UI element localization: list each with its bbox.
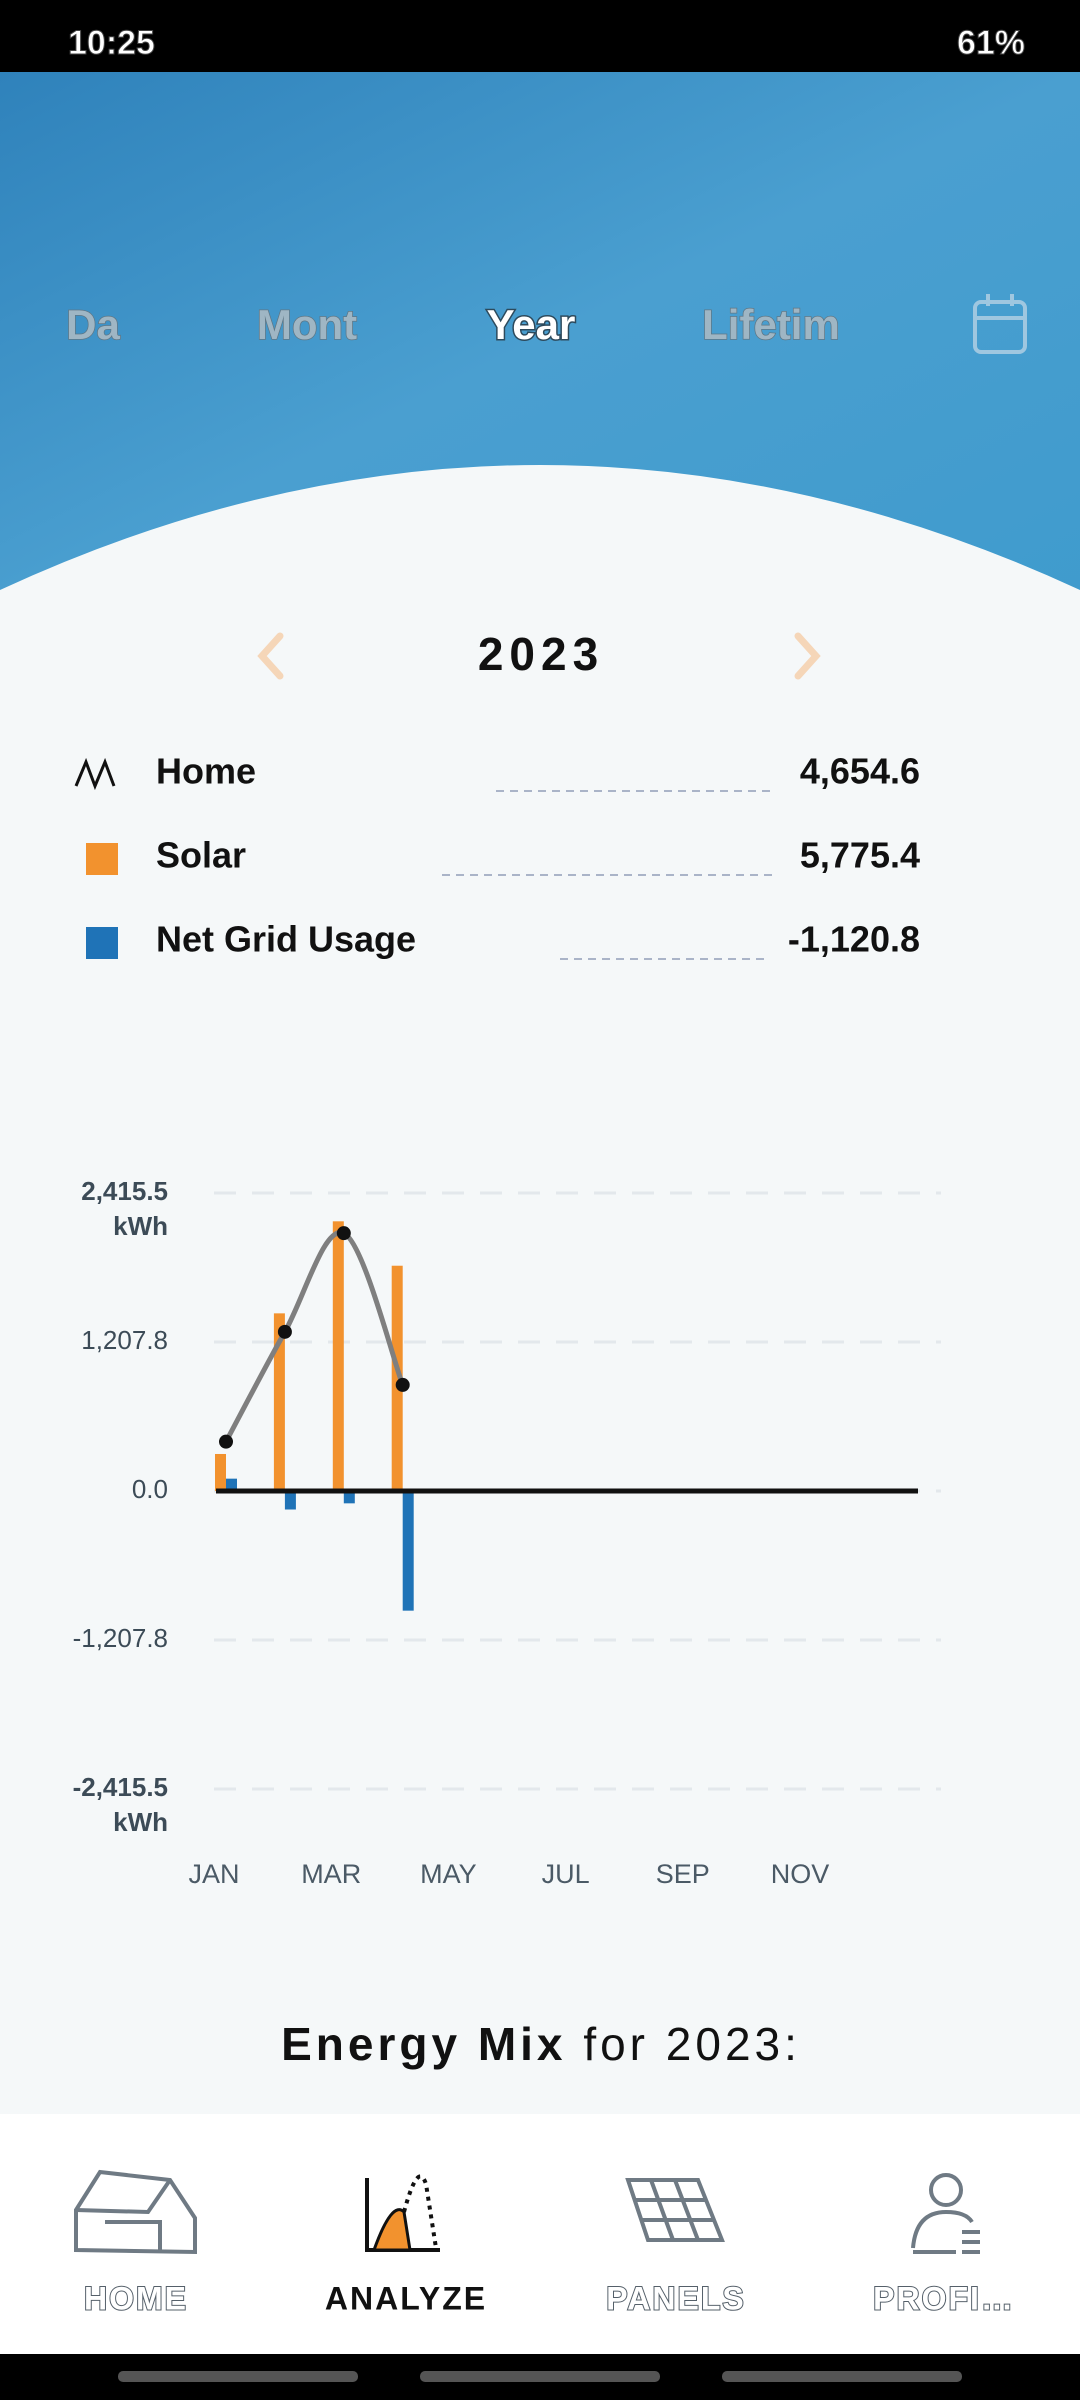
legend-total: 4,654.6 <box>800 751 920 792</box>
x-tick-label: MAR <box>301 1859 361 1889</box>
next-button[interactable] <box>794 632 821 680</box>
tab-month[interactable]: Mont <box>256 300 358 349</box>
period: 2023 <box>478 628 604 680</box>
bar <box>332 1221 344 1491</box>
legend-label: Solar <box>156 835 246 876</box>
y-unit: kWh <box>113 1211 168 1241</box>
calendar-button[interactable] <box>973 294 1027 354</box>
legend-icon <box>74 757 116 791</box>
x-tick-label: JUL <box>542 1859 590 1889</box>
nav-home[interactable]: HOME <box>83 2279 188 2317</box>
nav-profile[interactable]: PROFI… <box>872 2279 1015 2317</box>
home-point <box>395 1377 410 1392</box>
legend-label: Home <box>156 751 256 792</box>
y-tick-label: 2,415.5 <box>81 1176 168 1206</box>
nav-panels[interactable]: PANELS <box>605 2279 745 2317</box>
bar <box>226 1478 237 1491</box>
bar <box>215 1453 226 1491</box>
home-point <box>219 1434 233 1449</box>
y-tick-label: -1,207.8 <box>73 1623 168 1653</box>
analyze-icon <box>365 2174 440 2252</box>
energy-mix-heading: Energy Mix for 2023: <box>281 2018 801 2070</box>
battery: 61% <box>957 24 1025 62</box>
legend-icon <box>86 927 118 959</box>
bottom-nav <box>0 2114 1080 2354</box>
y-unit: kWh <box>113 1807 168 1837</box>
handle <box>118 2371 358 2382</box>
tab-day[interactable]: Da <box>65 300 121 349</box>
legend-total: 5,775.4 <box>800 835 920 876</box>
legend-label: Net Grid Usage <box>156 919 416 960</box>
x-tick-label: NOV <box>771 1859 830 1889</box>
home-point <box>336 1226 351 1241</box>
status-bar <box>0 0 1080 72</box>
clock: 10:25 <box>68 24 155 62</box>
x-tick-label: SEP <box>656 1859 710 1889</box>
nav-analyze[interactable]: ANALYZE <box>325 2280 487 2316</box>
home-point <box>277 1324 292 1339</box>
energy-mix-bold: Energy Mix <box>281 2018 566 2070</box>
home-icon <box>74 2169 197 2255</box>
handle <box>722 2371 962 2382</box>
energy-mix-rest: for 2023: <box>583 2018 801 2070</box>
panels-icon <box>625 2178 725 2242</box>
y-tick-label: 0.0 <box>132 1474 168 1504</box>
handle <box>420 2371 660 2382</box>
legend-total: -1,120.8 <box>788 919 920 960</box>
bar <box>402 1491 414 1611</box>
bar <box>391 1265 403 1491</box>
x-tick-label: JAN <box>188 1859 239 1889</box>
bar <box>284 1491 296 1510</box>
bar <box>273 1313 285 1491</box>
home-line <box>223 1230 406 1443</box>
profile-icon <box>911 2173 980 2254</box>
tab-year[interactable]: Year <box>485 300 577 350</box>
header-curve <box>0 465 1080 612</box>
previous-button[interactable] <box>257 632 284 680</box>
y-tick-label: 1,207.8 <box>81 1325 168 1355</box>
legend-icon <box>86 843 118 875</box>
y-tick-label: -2,415.5 <box>73 1772 168 1802</box>
bar <box>343 1491 355 1504</box>
tab-lifetime[interactable]: Lifetim <box>701 300 840 349</box>
x-tick-label: MAY <box>420 1859 477 1889</box>
